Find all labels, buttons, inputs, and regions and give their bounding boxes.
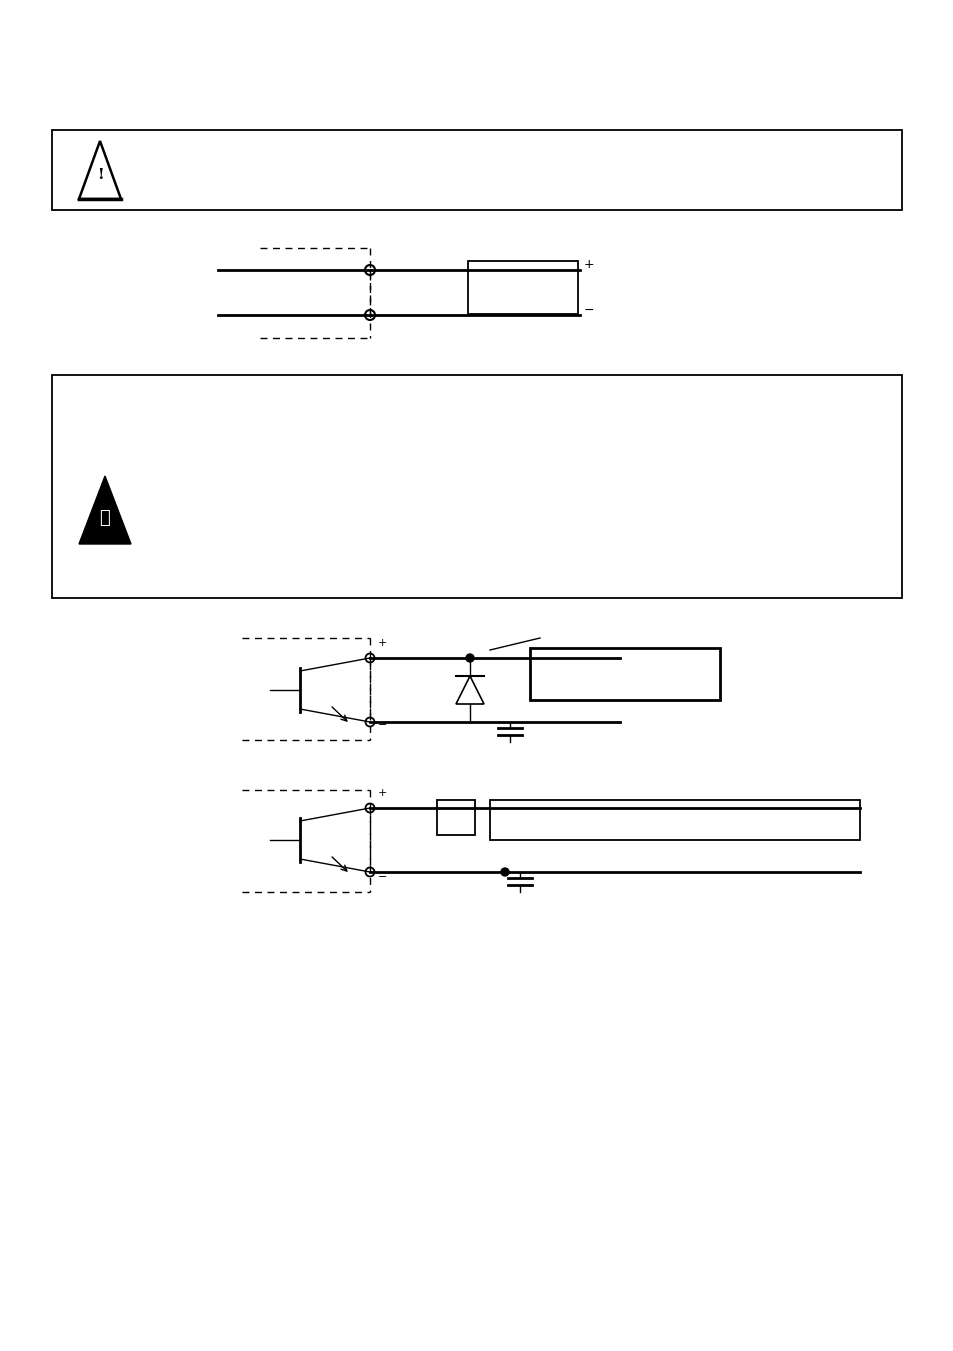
Bar (436, 800, 475, 835)
Circle shape (465, 654, 474, 662)
Text: +: + (377, 788, 387, 798)
Bar (52, 376, 901, 598)
Text: ✋: ✋ (99, 509, 111, 527)
Bar (530, 648, 720, 700)
Circle shape (500, 804, 509, 812)
Text: −: − (377, 720, 387, 730)
Circle shape (500, 867, 509, 875)
Text: +: + (377, 638, 387, 648)
Polygon shape (79, 476, 131, 544)
Bar (52, 130, 901, 209)
Text: !: ! (96, 168, 103, 182)
Text: +: + (583, 258, 594, 272)
Text: −: − (583, 304, 594, 316)
Bar (468, 261, 578, 313)
Text: −: − (377, 871, 387, 882)
Bar (490, 800, 859, 840)
